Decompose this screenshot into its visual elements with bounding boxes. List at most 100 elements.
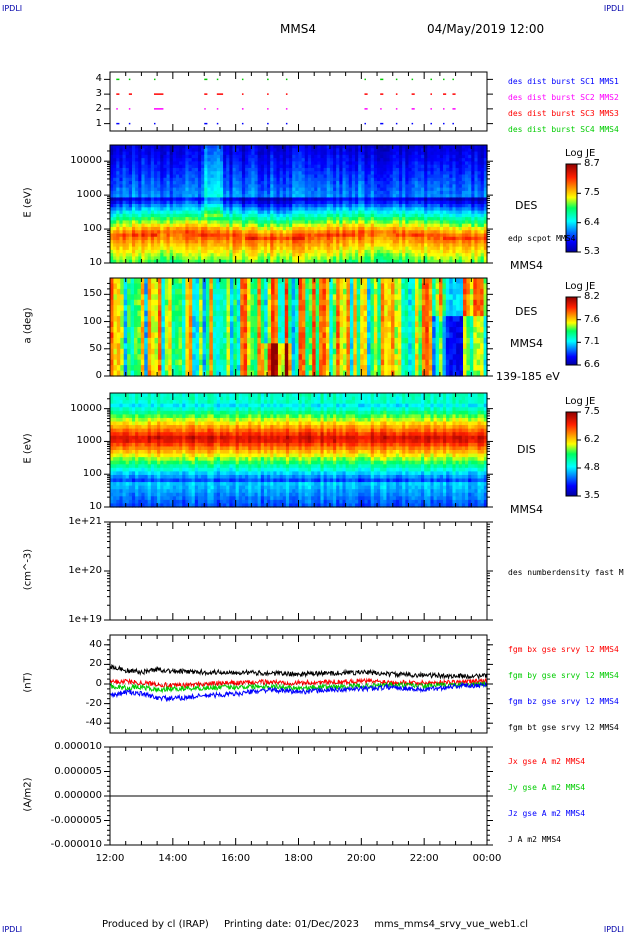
des-pitch-cell <box>158 365 162 371</box>
des-pitch-cell <box>137 278 141 284</box>
des-pitch-cell <box>175 349 179 355</box>
des-pitch-cell <box>233 332 237 338</box>
des-pitch-cell <box>196 283 200 289</box>
des-pitch-cell <box>230 305 234 311</box>
des-pitch-cell <box>209 349 213 355</box>
des-pitch-cell <box>161 289 165 295</box>
des-pitch-cell <box>158 338 162 344</box>
des-pitch-cell <box>168 278 172 284</box>
des-pitch-cell <box>230 343 234 349</box>
des-pitch-cell <box>110 294 114 300</box>
des-pitch-cell <box>161 332 165 338</box>
des-pitch-cell <box>131 338 135 344</box>
des-pitch-cell <box>120 294 124 300</box>
des-pitch-cell <box>131 349 135 355</box>
des-pitch-cell <box>192 311 196 317</box>
des-pitch-cell <box>131 343 135 349</box>
des-pitch-cell <box>120 289 124 295</box>
des-pitch-cell <box>209 305 213 311</box>
des-pitch-cell <box>117 354 121 360</box>
des-pitch-cell <box>117 327 121 333</box>
des-pitch-cell <box>161 349 165 355</box>
des-pitch-cell <box>196 360 200 366</box>
des-pitch-cell <box>230 349 234 355</box>
des-pitch-cell <box>199 322 203 328</box>
des-pitch-cell <box>220 338 224 344</box>
des-pitch-cell <box>158 305 162 311</box>
des-pitch-cell <box>209 365 213 371</box>
des-pitch-cell <box>148 305 152 311</box>
des-pitch-cell <box>213 365 217 371</box>
des-pitch-cell <box>223 365 227 371</box>
des-pitch-cell <box>192 300 196 306</box>
des-pitch-cell <box>148 343 152 349</box>
des-pitch-cell <box>185 349 189 355</box>
des-pitch-cell <box>209 311 213 317</box>
des-pitch-cell <box>117 349 121 355</box>
des-pitch-cell <box>168 305 172 311</box>
des-pitch-cell <box>172 338 176 344</box>
des-pitch-cell <box>161 322 165 328</box>
des-pitch-cell <box>185 338 189 344</box>
des-pitch-cell <box>196 278 200 284</box>
des-pitch-cell <box>196 365 200 371</box>
des-pitch-cell <box>192 316 196 322</box>
des-pitch-image <box>110 278 488 377</box>
des-pitch-cell <box>117 305 121 311</box>
des-pitch-cell <box>124 354 128 360</box>
des-pitch-cell <box>158 316 162 322</box>
des-pitch-cell <box>110 360 114 366</box>
des-pitch-cell <box>110 316 114 322</box>
des-pitch-cell <box>155 294 159 300</box>
des-pitch-cell <box>131 327 135 333</box>
des-pitch-cell <box>213 338 217 344</box>
des-pitch-cell <box>148 354 152 360</box>
des-pitch-cell <box>168 311 172 317</box>
des-pitch-cell <box>206 360 210 366</box>
des-pitch-cell <box>209 322 213 328</box>
des-pitch-cell <box>124 338 128 344</box>
des-pitch-cell <box>233 322 237 328</box>
des-pitch-cell <box>134 338 138 344</box>
des-pitch-cell <box>137 343 141 349</box>
des-pitch-cell <box>124 311 128 317</box>
des-pitch-cell <box>137 327 141 333</box>
des-pitch-cell <box>196 316 200 322</box>
des-pitch-cell <box>182 327 186 333</box>
des-pitch-cell <box>175 283 179 289</box>
des-pitch-cell <box>206 305 210 311</box>
des-pitch-cell <box>192 283 196 289</box>
des-pitch-cell <box>134 300 138 306</box>
des-pitch-cell <box>206 316 210 322</box>
des-pitch-cell <box>220 316 224 322</box>
des-pitch-cell <box>161 360 165 366</box>
des-pitch-cell <box>209 283 213 289</box>
des-pitch-cell <box>158 311 162 317</box>
des-pitch-cell <box>120 338 124 344</box>
des-pitch-cell <box>144 360 148 366</box>
des-pitch-cell <box>161 316 165 322</box>
des-pitch-cell <box>168 332 172 338</box>
des-pitch-cell <box>168 322 172 328</box>
des-pitch-cell <box>192 294 196 300</box>
des-pitch-cell <box>237 289 241 295</box>
des-pitch-cell <box>172 327 176 333</box>
des-pitch-cell <box>196 305 200 311</box>
des-pitch-cell <box>230 311 234 317</box>
des-pitch-cell <box>110 354 114 360</box>
des-pitch-cell <box>196 322 200 328</box>
des-pitch-cell <box>175 300 179 306</box>
des-pitch-cell <box>168 343 172 349</box>
des-pitch-cell <box>134 289 138 295</box>
des-pitch-cell <box>199 278 203 284</box>
des-pitch-cell <box>182 338 186 344</box>
des-pitch-cell <box>117 316 121 322</box>
des-pitch-cell <box>148 365 152 371</box>
des-pitch-cell <box>144 278 148 284</box>
des-pitch-cell <box>185 300 189 306</box>
des-pitch-cell <box>237 300 241 306</box>
des-pitch-cell <box>233 316 237 322</box>
des-pitch-cell <box>223 316 227 322</box>
des-pitch-cell <box>192 343 196 349</box>
des-pitch-cell <box>110 349 114 355</box>
